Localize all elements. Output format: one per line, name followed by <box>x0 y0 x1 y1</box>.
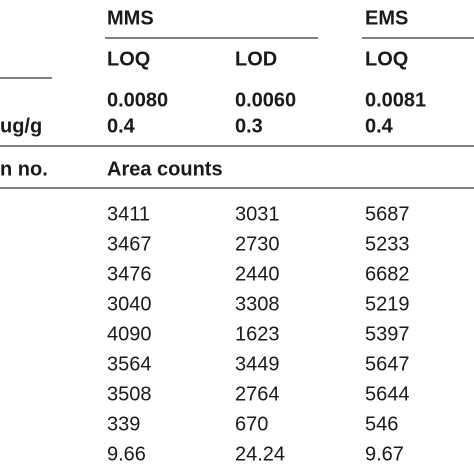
subheader: LOQ <box>107 48 150 70</box>
section-title: Area counts <box>107 158 223 180</box>
cell: 670 <box>235 413 268 435</box>
cell: 339 <box>107 413 140 435</box>
row-label: n no. <box>0 158 48 180</box>
cell: 24.24 <box>235 443 285 465</box>
cell: 3564 <box>107 353 152 375</box>
cell: 546 <box>365 413 398 435</box>
cell: 4090 <box>107 323 152 345</box>
cell: 3476 <box>107 263 152 285</box>
cell: 5233 <box>365 233 410 255</box>
cell: 5644 <box>365 383 410 405</box>
group-header: MMS <box>107 7 154 29</box>
cell: 5397 <box>365 323 410 345</box>
cell: 0.3 <box>235 115 263 137</box>
cell: 3031 <box>235 203 280 225</box>
cell: 0.0080 <box>107 89 168 111</box>
cell: 3449 <box>235 353 280 375</box>
subheader: LOD <box>235 48 277 70</box>
row-label: ug/g <box>0 115 42 137</box>
group-header: EMS <box>365 7 408 29</box>
cell: 5647 <box>365 353 410 375</box>
cell: 0.0081 <box>365 89 426 111</box>
cell: 3308 <box>235 293 280 315</box>
cell: 9.66 <box>107 443 146 465</box>
cell: 1623 <box>235 323 280 345</box>
cell: 2764 <box>235 383 280 405</box>
cell: 0.0060 <box>235 89 296 111</box>
cell: 3508 <box>107 383 152 405</box>
cell: 2730 <box>235 233 280 255</box>
cell: 6682 <box>365 263 410 285</box>
cell: 5687 <box>365 203 410 225</box>
cell: 2440 <box>235 263 280 285</box>
cell: 3467 <box>107 233 152 255</box>
cell: 5219 <box>365 293 410 315</box>
cell: 0.4 <box>365 115 394 137</box>
cell: 0.4 <box>107 115 136 137</box>
subheader: LOQ <box>365 48 408 70</box>
cell: 3411 <box>107 203 150 225</box>
cell: 3040 <box>107 293 152 315</box>
cell: 9.67 <box>365 443 404 465</box>
